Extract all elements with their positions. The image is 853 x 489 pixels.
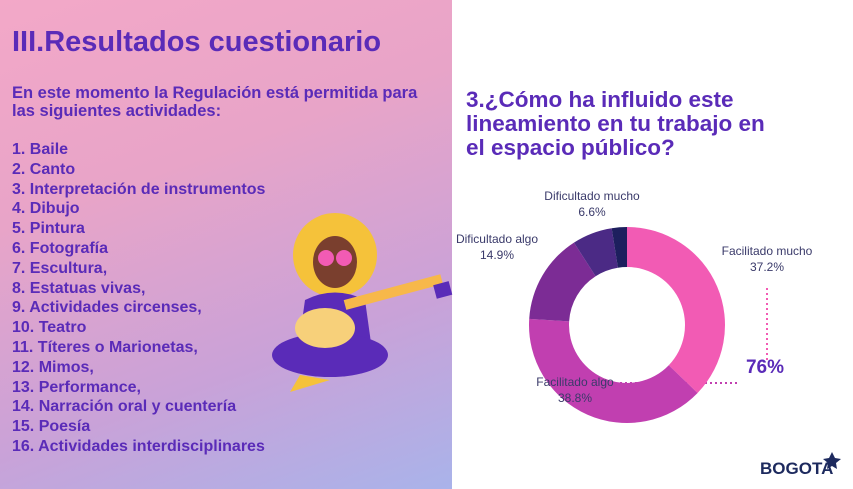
annotation: 76% (746, 357, 784, 378)
chart: 76% BOGOTA Facilitado mucho 37.2% Facilita… (0, 0, 853, 489)
value-label: 38.8% (558, 391, 592, 405)
value-label: 37.2% (750, 260, 784, 274)
slide: III.Resultados cuestionario En este mome… (0, 0, 853, 489)
donut-segment (529, 319, 698, 423)
segment-label: Dificultado mucho (544, 189, 640, 203)
value-label: 14.9% (480, 248, 514, 262)
segment-label: Dificultado algo (456, 232, 538, 246)
logo: BOGOTA (760, 459, 833, 478)
donut-segment (627, 227, 725, 393)
value-label: 6.6% (578, 205, 606, 219)
segment-label: Facilitado mucho (722, 244, 813, 258)
segment-label: Facilitado algo (536, 375, 614, 389)
illustration (272, 213, 452, 392)
